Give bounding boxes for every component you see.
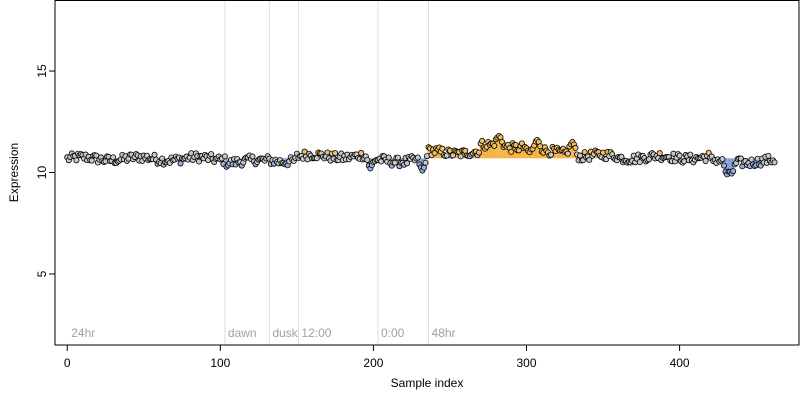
data-point	[385, 154, 392, 161]
data-point	[394, 154, 401, 161]
y-tick-label: 10	[35, 166, 49, 180]
axes: 0 100 200 300 400 5 10 15	[35, 64, 690, 370]
data-point	[771, 159, 778, 166]
data-point	[479, 137, 486, 144]
data-point	[457, 153, 464, 160]
marker-label: 0:00	[381, 326, 405, 340]
data-point	[159, 155, 166, 162]
data-point	[151, 151, 158, 158]
data-point	[687, 151, 694, 158]
marker-label: dawn	[228, 326, 257, 340]
data-point	[358, 149, 365, 156]
data-point	[730, 168, 737, 175]
data-point	[195, 158, 202, 165]
y-axis-title: Expression	[7, 143, 21, 202]
data-point	[508, 148, 515, 155]
data-point	[748, 156, 755, 163]
data-point	[391, 159, 398, 166]
x-tick-label: 0	[64, 356, 71, 370]
data-point	[572, 144, 579, 151]
data-point	[719, 156, 726, 163]
data-point	[564, 150, 571, 157]
data-point	[548, 151, 555, 158]
data-point	[110, 154, 117, 161]
x-tick-label: 300	[516, 356, 536, 370]
data-point	[73, 157, 80, 164]
data-point	[656, 150, 663, 157]
y-tick-label: 15	[35, 64, 49, 78]
data-point	[404, 160, 411, 167]
data-point	[414, 154, 421, 161]
marker-label: dusk	[272, 326, 298, 340]
data-point	[491, 142, 498, 149]
marker-lines	[224, 0, 430, 345]
x-tick-label: 100	[210, 356, 230, 370]
data-point	[702, 157, 709, 164]
data-point	[439, 145, 446, 152]
data-point	[88, 157, 95, 164]
data-point	[313, 155, 320, 162]
data-point	[420, 164, 427, 171]
data-point	[221, 153, 228, 160]
data-points	[64, 132, 778, 178]
data-point	[364, 156, 371, 163]
data-point	[720, 162, 727, 169]
plot-frame	[54, 0, 800, 346]
y-tick-label: 5	[35, 270, 49, 277]
data-point	[422, 159, 429, 166]
data-point	[332, 150, 339, 157]
marker-label: 48hr	[432, 326, 456, 340]
data-point	[249, 153, 256, 160]
marker-label: 12:00	[301, 326, 331, 340]
data-point	[676, 152, 683, 159]
annotation-start-label: 24hr	[71, 326, 95, 340]
x-axis-title: Sample index	[391, 376, 464, 390]
x-tick-label: 400	[670, 356, 690, 370]
data-point	[586, 156, 593, 163]
data-point	[765, 152, 772, 159]
x-tick-label: 200	[363, 356, 383, 370]
time-annotations: 24hr dawn dusk 12:00 0:00 48hr	[71, 326, 455, 340]
data-point	[476, 149, 483, 156]
data-point	[208, 151, 215, 158]
data-point	[618, 153, 625, 160]
data-point	[636, 159, 643, 166]
